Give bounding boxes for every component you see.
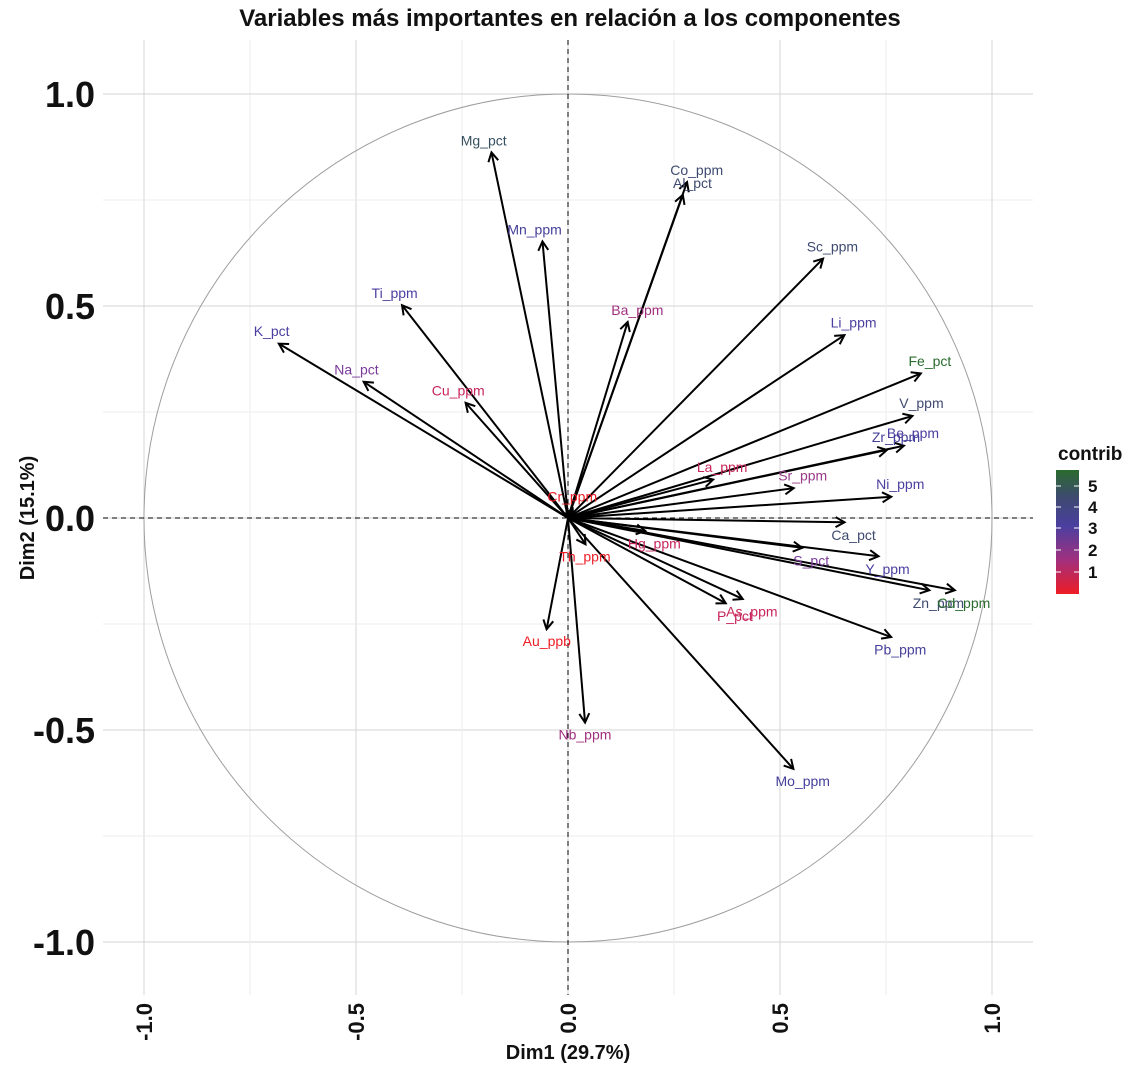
- label-nb-ppm: Nb_ppm: [558, 727, 611, 743]
- label-co-ppm: Co_ppm: [670, 162, 723, 178]
- label-na-pct: Na_pct: [334, 361, 378, 377]
- arrow-cu-ppm: [466, 404, 569, 519]
- label-cr-ppm: Cr_ppm: [547, 489, 597, 505]
- y-tick-label: -1.0: [33, 922, 95, 963]
- label-v-ppm: V_ppm: [899, 395, 943, 411]
- label-ti-ppm: Ti_ppm: [372, 285, 418, 301]
- label-mg-pct: Mg_pct: [461, 132, 507, 148]
- label-cd-ppm: Cd_ppm: [937, 595, 990, 611]
- label-la-ppm: La_ppm: [697, 459, 748, 475]
- arrow-nb-ppm: [567, 517, 585, 722]
- legend-color-bar: [1056, 470, 1079, 594]
- x-tick-label: 0.5: [768, 1003, 793, 1034]
- label-zr-ppm: Zr_ppm: [872, 429, 920, 445]
- label-sc-ppm: Sc_ppm: [807, 238, 858, 254]
- arrow-ca-pct: [567, 518, 844, 522]
- label-mo-ppm: Mo_ppm: [775, 773, 829, 789]
- y-tick-label: 0.0: [45, 498, 95, 539]
- variable-arrows: [280, 153, 954, 768]
- arrow-li-ppm: [567, 336, 844, 519]
- arrow-ba-ppm: [567, 323, 627, 519]
- arrow-ni-ppm: [567, 497, 890, 519]
- label-ca-pct: Ca_pct: [831, 527, 875, 543]
- label-fe-pct: Fe_pct: [909, 353, 952, 369]
- arrow-au-ppb: [547, 517, 569, 628]
- x-tick-label: 1.0: [980, 1003, 1005, 1034]
- y-axis-ticks: 1.0 0.5 0.0 -0.5 -1.0: [33, 74, 95, 963]
- arrow-ti-ppm: [403, 306, 569, 519]
- chart-title: Variables más importantes en relación a …: [239, 5, 901, 32]
- arrow-sc-ppm: [567, 259, 822, 519]
- y-axis-title: Dim2 (15.1%): [17, 456, 39, 581]
- arrow-cr-ppm: [568, 510, 572, 518]
- label-hg-ppm: Hg_ppm: [628, 536, 681, 552]
- legend-ticks: 5 4 3 2 1: [1056, 477, 1098, 582]
- arrow-mg-pct: [492, 153, 569, 519]
- label-mn-ppm: Mn_ppm: [507, 221, 561, 237]
- arrow-mo-ppm: [567, 517, 793, 768]
- y-tick-label: 1.0: [45, 74, 95, 115]
- label-ni-ppm: Ni_ppm: [876, 476, 924, 492]
- arrow-s-pct: [567, 517, 801, 548]
- arrow-na-pct: [364, 382, 569, 519]
- label-th-ppm: Th_ppm: [559, 548, 610, 564]
- x-axis-ticks: -1.0 -0.5 0.0 0.5 1.0: [132, 1003, 1005, 1041]
- x-tick-label: -1.0: [132, 1003, 157, 1041]
- arrow-mn-ppm: [543, 242, 569, 519]
- label-cu-ppm: Cu_ppm: [432, 383, 485, 399]
- legend-tick-label: 5: [1088, 477, 1097, 496]
- legend-tick-label: 4: [1088, 498, 1098, 517]
- label-p-pct: P_pct: [717, 608, 753, 624]
- label-pb-ppm: Pb_ppm: [874, 642, 926, 658]
- color-legend: contrib 5 4 3 2 1: [1056, 444, 1122, 594]
- arrow-al-pct: [567, 196, 682, 519]
- arrow-p-pct: [567, 517, 725, 603]
- x-tick-label: -0.5: [344, 1003, 369, 1041]
- y-tick-label: -0.5: [33, 710, 95, 751]
- x-tick-label: 0.0: [556, 1003, 581, 1034]
- arrow-pb-ppm: [567, 517, 890, 637]
- arrow-sr-ppm: [567, 488, 793, 519]
- label-li-ppm: Li_ppm: [831, 315, 877, 331]
- label-au-ppb: Au_ppb: [523, 633, 571, 649]
- label-y-ppm: Y_ppm: [865, 561, 909, 577]
- label-ba-ppm: Ba_ppm: [611, 302, 663, 318]
- label-al-pct: Al_pct: [673, 175, 712, 191]
- legend-tick-label: 2: [1088, 541, 1097, 560]
- arrow-fe-pct: [567, 374, 920, 519]
- legend-title: contrib: [1058, 444, 1122, 465]
- arrow-la-ppm: [567, 480, 712, 519]
- arrow-as-ppm: [567, 517, 742, 599]
- legend-tick-label: 3: [1088, 519, 1097, 538]
- label-s-pct: S_pct: [793, 553, 829, 569]
- label-as-ppm: As_ppm: [726, 604, 777, 620]
- y-tick-label: 0.5: [45, 286, 95, 327]
- arrow-v-ppm: [567, 416, 911, 519]
- label-sr-ppm: Sr_ppm: [778, 467, 827, 483]
- label-zn-ppm: Zn_ppm: [913, 595, 964, 611]
- legend-tick-label: 1: [1088, 563, 1097, 582]
- arrow-k-pct: [280, 344, 569, 519]
- label-be-ppm: Be_ppm: [887, 425, 939, 441]
- arrow-zr-ppm: [567, 450, 886, 519]
- label-k-pct: K_pct: [254, 323, 290, 339]
- arrow-cd-ppm: [567, 517, 954, 590]
- x-axis-title: Dim1 (29.7%): [506, 1042, 631, 1064]
